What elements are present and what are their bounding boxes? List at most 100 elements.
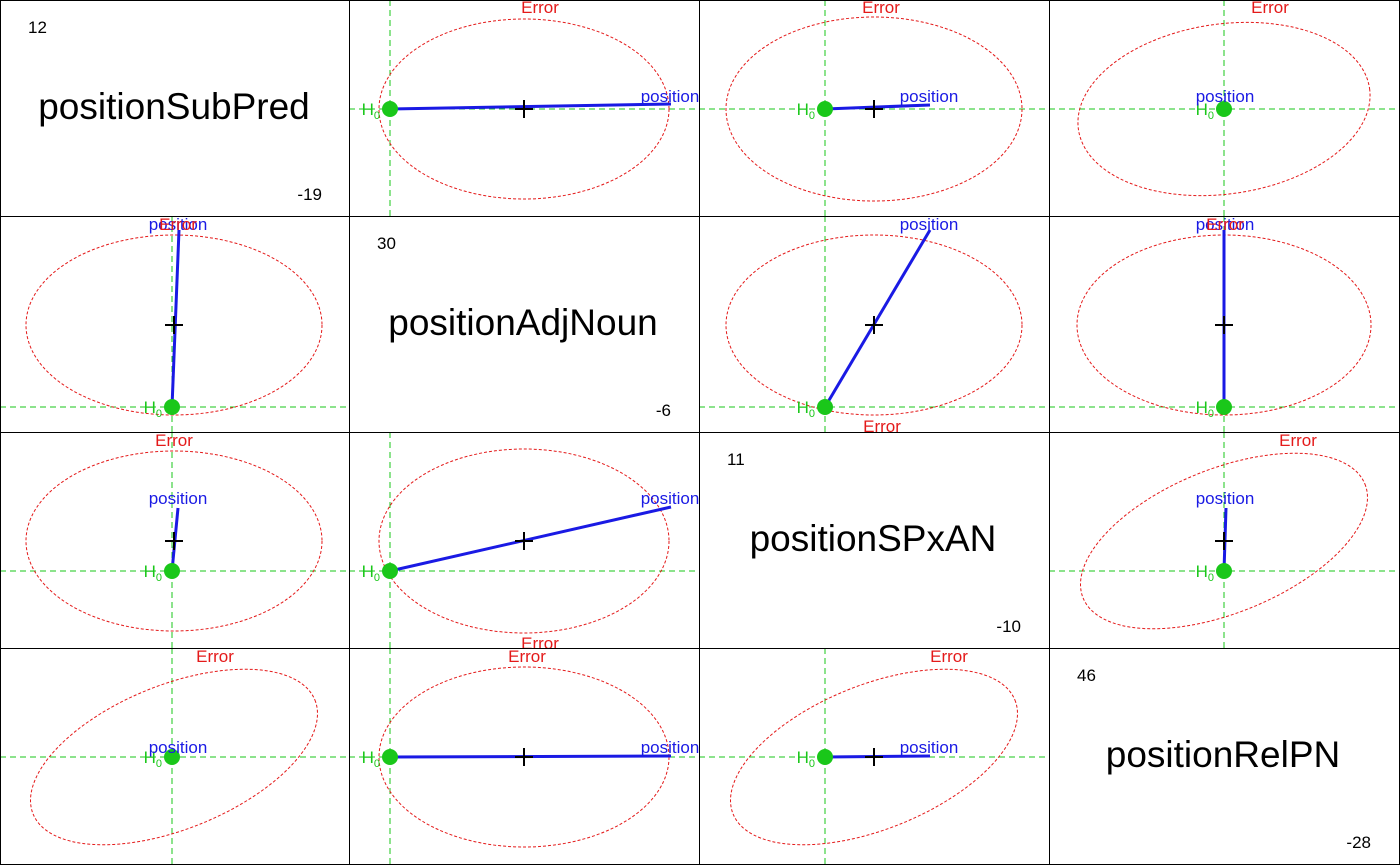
panel-0-1: H0 position Error <box>350 0 700 216</box>
error-label: Error <box>508 647 546 666</box>
panel-frame <box>349 216 700 433</box>
h0-label: H0 <box>144 748 162 770</box>
hypothesis-label: position <box>641 738 700 757</box>
variable-name-label: positionSubPred <box>38 86 310 127</box>
panel-3-1: H0 position Error <box>350 647 700 864</box>
variable-min-label: -28 <box>1346 833 1371 852</box>
hypothesis-line <box>389 505 672 573</box>
hypothesis-label: position <box>149 489 208 508</box>
error-ellipse <box>730 668 1018 846</box>
variable-max-label: 11 <box>727 450 745 469</box>
h0-label-main: H <box>797 100 809 119</box>
h0-point <box>164 749 180 765</box>
h0-point <box>1216 563 1232 579</box>
hypothesis-label: position <box>641 87 700 106</box>
error-ellipse <box>378 448 670 634</box>
panel-0-2: H0 position Error <box>700 0 1049 216</box>
error-ellipse <box>725 16 1023 202</box>
hypothesis-line <box>170 229 181 408</box>
error-label: Error <box>862 0 900 17</box>
h0-label-main: H <box>362 748 374 767</box>
hypothesis-label: position <box>900 215 959 234</box>
variable-min-label: -19 <box>297 185 322 204</box>
panel-2-1: H0 position Error <box>350 433 700 653</box>
variable-min-label: -6 <box>656 401 671 420</box>
panel-1-2: H0 position Error <box>700 215 1049 436</box>
error-label: Error <box>863 417 901 436</box>
h0-point <box>817 399 833 415</box>
hypothesis-line <box>824 103 931 111</box>
h0-label-main: H <box>362 562 374 581</box>
h0-label: H0 <box>797 100 815 122</box>
h0-label: H0 <box>1196 100 1214 122</box>
panel-2-3: H0 position Error <box>1050 431 1399 648</box>
variable-max-label: 46 <box>1077 666 1096 685</box>
h0-point <box>382 101 398 117</box>
h0-point <box>164 399 180 415</box>
h0-label-main: H <box>1196 100 1208 119</box>
h0-point <box>1216 101 1232 117</box>
error-label: Error <box>521 0 559 17</box>
h0-label-subscript: 0 <box>809 408 815 420</box>
error-label: Error <box>1206 215 1244 234</box>
hypothesis-label: position <box>900 738 959 757</box>
h0-label: H0 <box>797 748 815 770</box>
error-label: Error <box>196 647 234 666</box>
h0-label-main: H <box>362 100 374 119</box>
h0-point <box>382 563 398 579</box>
hypothesis-label: position <box>1196 215 1255 234</box>
h0-point <box>1216 399 1232 415</box>
error-ellipse <box>378 18 670 200</box>
panel-3-2: H0 position Error <box>700 647 1049 864</box>
variable-min-label: -10 <box>996 617 1021 636</box>
h0-label-main: H <box>144 398 156 417</box>
h0-label-main: H <box>797 398 809 417</box>
h0-label-subscript: 0 <box>156 408 162 420</box>
h0-label-subscript: 0 <box>156 758 162 770</box>
h0-label-subscript: 0 <box>809 758 815 770</box>
h0-label-main: H <box>144 748 156 767</box>
hypothesis-label: position <box>900 87 959 106</box>
error-label: Error <box>1251 0 1289 17</box>
hypothesis-label: position <box>1196 87 1255 106</box>
h0-label: H0 <box>362 748 380 770</box>
diagonal-panels: 12 positionSubPred -19 30 positionAdjNoun -6 1… <box>28 18 1371 852</box>
h0-label: H0 <box>797 398 815 420</box>
error-label: Error <box>521 634 559 653</box>
h0-label: H0 <box>144 562 162 584</box>
h0-label: H0 <box>362 100 380 122</box>
h0-label-subscript: 0 <box>156 572 162 584</box>
variable-max-label: 12 <box>28 18 47 37</box>
error-label: Error <box>930 647 968 666</box>
error-ellipse <box>25 234 323 416</box>
panel-2-0: H0 position Error <box>1 431 349 648</box>
h0-label-main: H <box>797 748 809 767</box>
error-ellipse <box>725 234 1023 416</box>
hypothesis-line <box>823 229 932 408</box>
error-label: Error <box>159 215 197 234</box>
hypothesis-line <box>389 102 672 111</box>
error-label: Error <box>1279 431 1317 450</box>
h0-label-main: H <box>1196 398 1208 417</box>
panel-frame <box>1049 648 1400 865</box>
error-ellipse <box>1080 452 1368 630</box>
h0-label-subscript: 0 <box>1208 110 1214 122</box>
h0-point <box>817 749 833 765</box>
h0-label-subscript: 0 <box>1208 408 1214 420</box>
hypothesis-label: position <box>641 489 700 508</box>
error-ellipse <box>25 450 323 632</box>
h0-label: H0 <box>1196 398 1214 420</box>
hypothesis-label: position <box>149 738 208 757</box>
h0-label-main: H <box>1196 562 1208 581</box>
h0-label: H0 <box>1196 562 1214 584</box>
variable-max-label: 30 <box>377 234 396 253</box>
hypothesis-label: position <box>1196 489 1255 508</box>
error-label: Error <box>155 431 193 450</box>
variable-name-label: positionRelPN <box>1106 734 1340 775</box>
h0-label-subscript: 0 <box>1208 572 1214 584</box>
